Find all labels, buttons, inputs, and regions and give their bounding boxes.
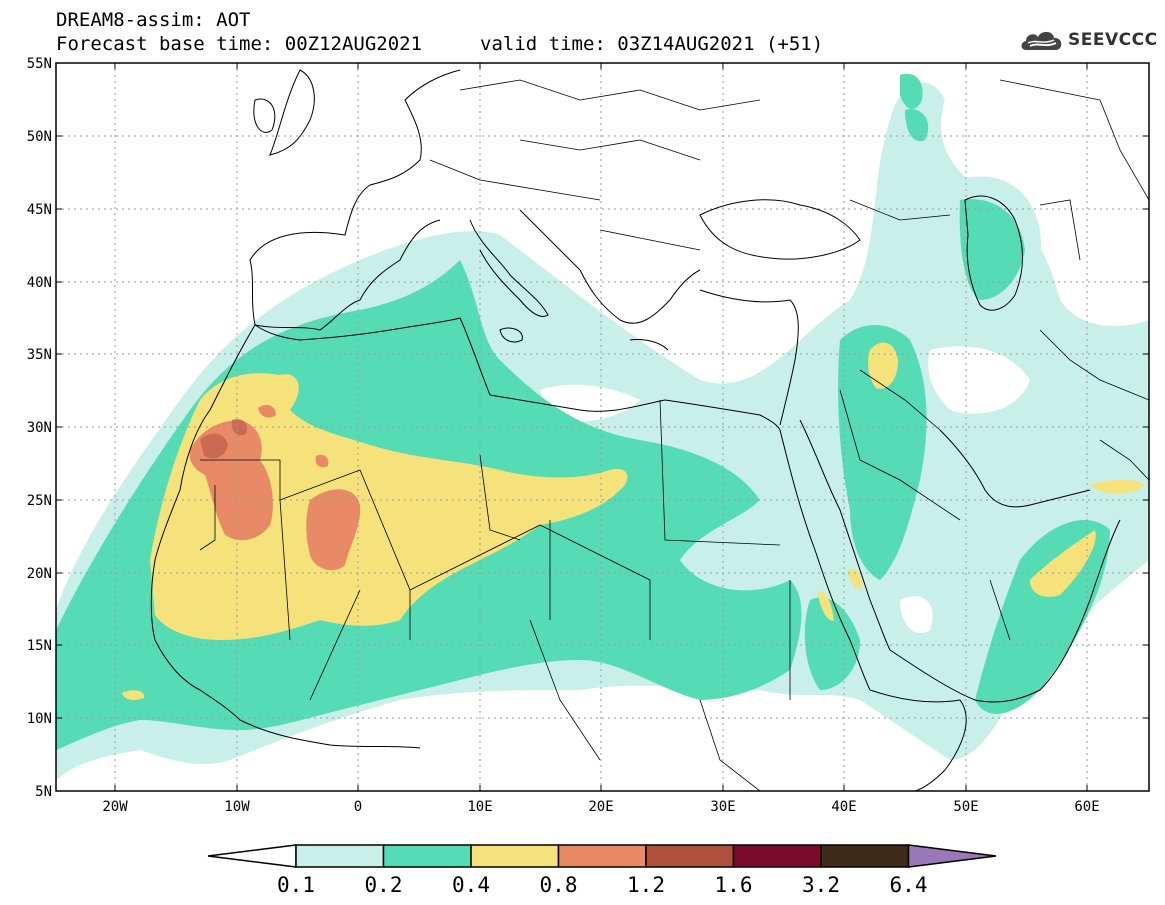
colorbar-segment — [382, 844, 472, 868]
lon-label: 10W — [224, 799, 250, 815]
colorbar-label: 1.2 — [627, 873, 665, 897]
lat-label: 50N — [27, 129, 52, 145]
lon-label: 40E — [831, 799, 856, 815]
colorbar-max-triangle — [907, 844, 997, 868]
lat-label: 10N — [27, 711, 52, 727]
lon-label: 0 — [354, 799, 362, 815]
colorbar-segment — [645, 844, 735, 868]
seevccc-logo: SEEVCCC — [1018, 24, 1158, 56]
aot-shading — [56, 63, 1149, 791]
colorbar-segment — [557, 844, 647, 868]
cloud-icon — [1021, 31, 1062, 50]
lon-label: 60E — [1074, 799, 1099, 815]
colorbar-segment — [820, 844, 910, 868]
colorbar-label: 1.6 — [715, 873, 753, 897]
colorbar-segment — [732, 844, 822, 868]
colorbar-min-triangle — [207, 844, 297, 868]
lat-label: 35N — [27, 347, 52, 363]
lat-label: 45N — [27, 202, 52, 218]
lon-label: 20E — [588, 799, 613, 815]
lon-label: 30E — [710, 799, 735, 815]
lat-label: 20N — [27, 566, 52, 582]
colorbar-segment — [295, 844, 385, 868]
lat-label: 55N — [27, 56, 52, 72]
graticule — [56, 63, 1149, 791]
lat-label: 25N — [27, 493, 52, 509]
lon-label: 10E — [467, 799, 492, 815]
forecast-base-time: Forecast base time: 00Z12AUG2021 — [56, 33, 423, 55]
axis-ticks — [56, 63, 1149, 791]
lon-axis: 20W 10W 0 10E 20E 30E 40E 50E 60E — [102, 799, 1099, 815]
colorbar-label: 3.2 — [802, 873, 840, 897]
colorbar-label: 0.4 — [452, 873, 490, 897]
lon-label: 50E — [953, 799, 978, 815]
lat-label: 40N — [27, 275, 52, 291]
lat-label: 30N — [27, 420, 52, 436]
lon-label: 20W — [102, 799, 128, 815]
lat-label: 5N — [35, 784, 52, 800]
map-title: DREAM8-assim: AOT — [56, 9, 251, 31]
colorbar-label: 0.8 — [540, 873, 578, 897]
colorbar-label: 6.4 — [890, 873, 928, 897]
valid-time: valid time: 03Z14AUG2021 (+51) — [480, 33, 824, 55]
logo-text: SEEVCCC — [1068, 30, 1158, 50]
lat-axis: 55N 50N 45N 40N 35N 30N 25N 20N 15N 10N … — [27, 56, 52, 800]
colorbar-label: 0.2 — [365, 873, 403, 897]
lat-label: 15N — [27, 638, 52, 654]
colorbar-segment — [470, 844, 560, 868]
colorbar-label: 0.1 — [277, 873, 315, 897]
colorbar: 0.1 0.2 0.4 0.8 1.2 1.6 3.2 6.4 — [207, 844, 997, 897]
coastlines — [150, 69, 1121, 791]
political-borders — [199, 79, 1149, 791]
